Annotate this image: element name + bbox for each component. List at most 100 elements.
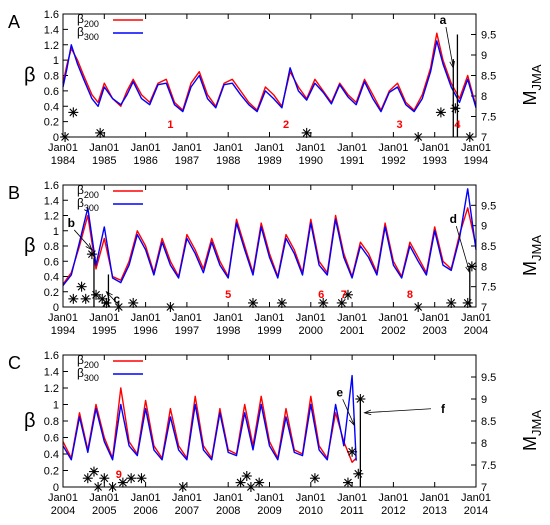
- y-left-tick-label: 0.8: [44, 416, 59, 428]
- x-tick-label-year: 1988: [216, 155, 240, 167]
- earthquake-marker-stroke: [87, 250, 96, 259]
- y-right-tick-label: 8.5: [481, 71, 496, 83]
- y-left-tick-label: 0.6: [44, 256, 59, 268]
- x-tick-label-date: Jan01: [89, 142, 119, 154]
- earthquake-marker: [235, 477, 246, 488]
- x-tick-label-year: 1996: [133, 325, 157, 337]
- x-tick-label-year: 2012: [381, 505, 405, 517]
- x-tick-label-date: Jan01: [378, 492, 408, 504]
- earthquake-marker: [435, 107, 446, 118]
- y-left-tick-label: 1.2: [44, 40, 59, 52]
- earthquake-marker: [91, 289, 102, 300]
- panel-a: Aβ MJMA 0 0.2 0.4 0.6 0.8 1 1.2 1.4 1.6 7 7.5 8 8.5 9 9.…: [8, 9, 544, 167]
- earthquake-marker-stroke: [102, 299, 111, 307]
- x-tick-label-year: 2004: [464, 325, 488, 337]
- y-left-tick-label: 0: [53, 302, 59, 314]
- y-right-tick-label: 7: [481, 132, 487, 144]
- x-tick-label-date: Jan01: [337, 312, 367, 324]
- annotation-arrowhead: [449, 60, 455, 69]
- earthquake-marker: [99, 473, 110, 484]
- earthquake-marker: [355, 394, 366, 404]
- annotation-arrow: [364, 408, 431, 414]
- x-tick-label-date: Jan01: [131, 312, 161, 324]
- legend-label-main: β: [77, 366, 84, 380]
- earthquake-marker-stroke: [127, 474, 136, 483]
- earthquake-marker: [80, 293, 91, 304]
- earthquake-marker-stroke: [302, 128, 311, 137]
- y-axis-label-right: MJMA: [520, 410, 544, 451]
- x-tick-label-year: 1986: [133, 155, 157, 167]
- earthquake-marker-stroke: [96, 128, 105, 137]
- earthquake-marker-stroke: [98, 294, 107, 303]
- y-right-tick-label: 9: [481, 221, 487, 233]
- earthquake-marker: [76, 281, 87, 292]
- y-axis-label-right-sub: JMA: [529, 410, 544, 436]
- y-axis-label-right-main: M: [520, 436, 540, 451]
- x-tick-label-year: 2013: [422, 505, 446, 517]
- earthquake-marker-stroke: [83, 474, 92, 483]
- x-tick-label-date: Jan01: [213, 142, 243, 154]
- y-axis-label-left: β: [24, 65, 36, 87]
- x-tick-label-year: 1993: [422, 155, 446, 167]
- series-line-beta300: [62, 40, 477, 113]
- y-axis-label-left: β: [24, 235, 36, 257]
- legend-label-sub: 300: [84, 32, 99, 42]
- annotation-label: c: [113, 292, 120, 306]
- y-axis-label-right: MJMA: [520, 235, 544, 276]
- y-right-tick-label: 9: [481, 394, 487, 406]
- y-left-tick-label: 0.4: [44, 101, 59, 113]
- annotation-label: f: [441, 402, 446, 416]
- legend-label-sub: 300: [84, 373, 99, 383]
- x-tick-label-date: Jan01: [296, 492, 326, 504]
- legend-label: β300: [77, 366, 99, 383]
- y-left-tick-label: 0.2: [44, 287, 59, 299]
- y-left-tick-label: 1.4: [44, 24, 59, 36]
- earthquake-marker-stroke: [436, 108, 445, 117]
- x-tick-label-year: 2006: [133, 505, 157, 517]
- earthquake-marker-stroke: [319, 299, 328, 307]
- annotation-arrow: [73, 229, 93, 251]
- earthquake-marker: [82, 473, 93, 484]
- x-tick-label-year: 1985: [92, 155, 116, 167]
- earthquake-marker: [68, 293, 79, 304]
- y-left-tick-label: 1.2: [44, 383, 59, 395]
- earthquake-marker: [126, 473, 137, 484]
- earthquake-marker: [95, 127, 106, 138]
- y-axis-label-right-main: M: [520, 261, 540, 276]
- earthquake-marker-stroke: [255, 478, 264, 487]
- earthquake-marker-stroke: [311, 474, 319, 483]
- earthquake-marker-stroke: [118, 478, 127, 487]
- panel-letter: C: [8, 353, 21, 373]
- earthquake-marker: [466, 261, 477, 272]
- x-tick-label-date: Jan01: [337, 492, 367, 504]
- earthquake-marker-stroke: [77, 282, 86, 291]
- x-tick-label-date: Jan01: [89, 492, 119, 504]
- y-left-tick-label: 0.8: [44, 241, 59, 253]
- y-left-tick-label: 1.2: [44, 211, 59, 223]
- y-left-tick-label: 1: [53, 226, 59, 238]
- earthquake-marker: [336, 297, 347, 308]
- x-tick-label-year: 2004: [51, 505, 75, 517]
- earthquake-marker-stroke: [100, 474, 109, 483]
- event-number: 4: [454, 119, 461, 131]
- x-tick-label-date: Jan01: [296, 312, 326, 324]
- x-tick-label-year: 1992: [381, 155, 405, 167]
- x-tick-label-year: 2005: [92, 505, 116, 517]
- x-tick-label-year: 2010: [299, 505, 323, 517]
- x-tick-label-year: 2002: [381, 325, 405, 337]
- annotation-arrowhead: [465, 265, 471, 274]
- y-axis-label-right: MJMA: [520, 64, 544, 105]
- y-left-tick-label: 1.6: [44, 180, 59, 192]
- legend-label-main: β: [77, 12, 84, 26]
- earthquake-marker-stroke: [467, 262, 476, 271]
- earthquake-marker-stroke: [249, 299, 257, 307]
- panel-letter: B: [8, 183, 20, 203]
- earthquake-marker: [301, 127, 312, 138]
- earthquake-marker: [136, 473, 147, 484]
- y-axis-label-right-sub: JMA: [529, 64, 544, 90]
- earthquake-marker: [68, 107, 79, 118]
- legend-label-main: β: [77, 353, 84, 367]
